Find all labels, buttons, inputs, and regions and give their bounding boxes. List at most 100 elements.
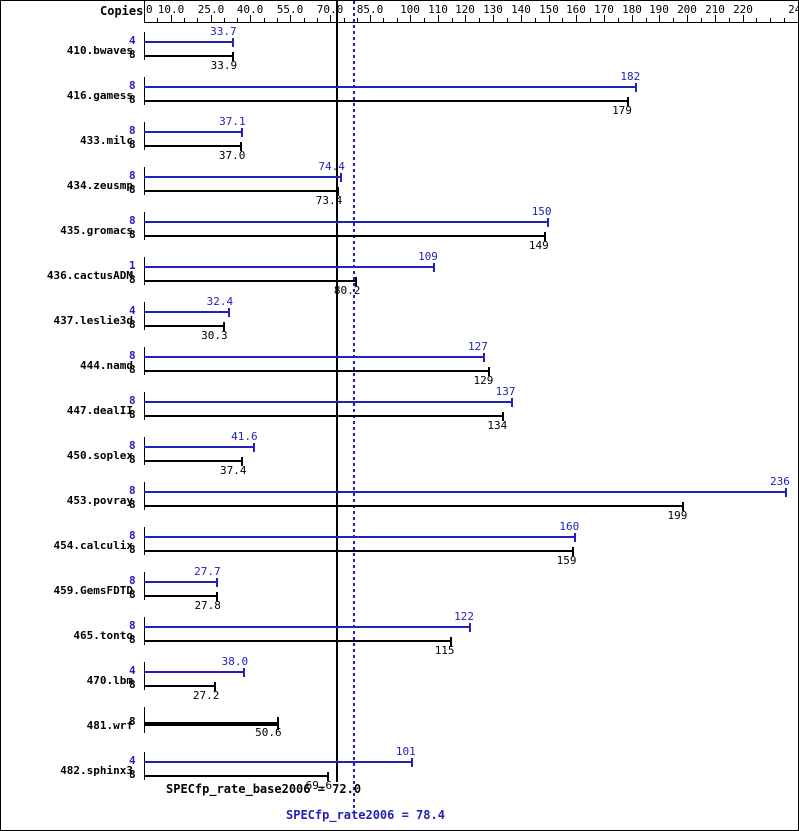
bar-end-cap — [543, 232, 546, 241]
bar-line — [144, 235, 546, 237]
benchmark-row: 459.GemsFDTD 8 27.7 8 27.8 — [1, 565, 798, 616]
bar-end-cap — [482, 353, 485, 362]
axis-tick-label: 180 — [622, 3, 642, 16]
bar-end-cap — [626, 97, 629, 106]
axis-minor-tick — [784, 18, 785, 22]
bar-end-cap — [241, 457, 244, 466]
axis-minor-tick — [424, 18, 425, 22]
axis-minor-tick — [729, 18, 730, 22]
bar-line — [144, 86, 638, 88]
axis-tick-label: 0 — [146, 3, 153, 16]
benchmark-label: 481.wrf — [86, 719, 133, 732]
benchmark-label: 410.bwaves — [66, 44, 133, 57]
benchmark-label: 465.tonto — [73, 629, 133, 642]
bar-end-cap — [232, 52, 235, 61]
axis-tick — [715, 15, 716, 22]
benchmark-row: 435.gromacs 8 150 8 149 — [1, 205, 798, 256]
copies-value: 8 — [129, 408, 136, 421]
axis-tick-label: 100 — [400, 3, 420, 16]
copies-value: 8 — [129, 484, 136, 497]
copies-value: 4 — [129, 664, 136, 677]
bar-value-label: 160 — [559, 520, 580, 533]
benchmark-label: 482.sphinx3 — [60, 764, 133, 777]
axis-tick — [659, 15, 660, 22]
bar-value-label: 27.2 — [192, 689, 220, 702]
bar-value-label: 27.7 — [194, 565, 221, 578]
bar-end-cap — [215, 592, 218, 601]
benchmark-row: 454.calculix 8 160 8 159 — [1, 520, 798, 571]
copies-value: 8 — [129, 453, 136, 466]
axis-tick-label: 25.0 — [197, 3, 225, 16]
row-origin-tick — [144, 212, 145, 240]
axis-minor-tick — [344, 18, 345, 22]
bar-value-label: 122 — [454, 610, 474, 623]
copies-value: 8 — [129, 79, 136, 92]
bar-line — [144, 640, 452, 642]
axis-minor-tick — [770, 18, 771, 22]
axis-tick-label: 40.0 — [236, 3, 264, 16]
benchmark-row: 482.sphinx3 4 101 8 69.6 — [1, 745, 798, 796]
benchmark-row: 447.dealII 8 137 8 134 — [1, 385, 798, 436]
bar-value-label: 109 — [418, 250, 438, 263]
bar-end-cap — [215, 578, 218, 587]
axis-tick — [743, 15, 744, 22]
axis-tick — [632, 15, 633, 22]
row-origin-tick — [144, 392, 145, 420]
axis-minor-tick — [304, 18, 305, 22]
benchmark-label: 450.soplex — [66, 449, 133, 462]
bar-line — [144, 325, 225, 327]
axis-tick-label: 85.0 — [356, 3, 384, 16]
row-origin-tick — [144, 32, 145, 60]
bar-line — [144, 415, 505, 417]
bar-value-label: 179 — [612, 104, 632, 117]
copies-value: 8 — [129, 214, 136, 227]
base-summary-label: SPECfp_rate_base2006 = 72.0 — [166, 782, 362, 796]
row-origin-tick — [144, 347, 145, 375]
bar-line — [144, 311, 231, 313]
bar-end-cap — [214, 682, 217, 691]
bar-end-cap — [222, 322, 225, 331]
bar-value-label: 182 — [620, 70, 641, 83]
bar-line — [144, 595, 218, 597]
bar-line — [144, 100, 629, 102]
copies-value: 8 — [129, 574, 136, 587]
copies-value: 4 — [129, 754, 136, 767]
bar-value-label: 129 — [473, 374, 494, 387]
bar-end-cap — [240, 142, 243, 151]
axis-minor-tick — [590, 18, 591, 22]
benchmark-row: 410.bwaves 4 33.7 8 33.9 — [1, 25, 798, 76]
axis-minor-tick — [507, 18, 508, 22]
axis-minor-tick — [157, 18, 158, 22]
benchmark-label: 433.milc — [80, 134, 133, 147]
benchmark-label: 436.cactusADM — [46, 269, 133, 282]
bar-end-cap — [682, 502, 685, 511]
bar-end-cap — [574, 533, 577, 542]
row-origin-tick — [144, 302, 145, 330]
benchmark-row: 450.soplex 8 41.6 8 37.4 — [1, 430, 798, 481]
axis-tick-label: 110 — [428, 3, 448, 16]
axis-tick — [549, 15, 550, 22]
bar-line — [144, 460, 244, 462]
bar-line — [144, 671, 246, 673]
reference-line-peak — [353, 1, 355, 812]
benchmark-row: 437.leslie3d 4 32.4 8 30.3 — [1, 295, 798, 346]
copies-value: 8 — [129, 349, 136, 362]
copies-value: 8 — [129, 48, 136, 61]
bar-value-label: 150 — [531, 205, 552, 218]
bar-end-cap — [339, 173, 342, 182]
bar-line — [144, 145, 243, 147]
bar-value-label: 134 — [487, 419, 508, 432]
bar-end-cap — [355, 277, 358, 286]
copies-value: 8 — [129, 633, 136, 646]
bar-value-label: 69.6 — [305, 779, 333, 792]
copies-value: 8 — [129, 543, 136, 556]
benchmark-row: 470.lbm 4 38.0 8 27.2 — [1, 655, 798, 706]
bar-line — [144, 401, 513, 403]
axis-tick — [438, 15, 439, 22]
axis-tick — [465, 15, 466, 22]
bar-line — [144, 550, 574, 552]
bar-line — [144, 190, 340, 192]
axis-minor-tick — [197, 18, 198, 22]
bar-value-label: 37.0 — [218, 149, 246, 162]
